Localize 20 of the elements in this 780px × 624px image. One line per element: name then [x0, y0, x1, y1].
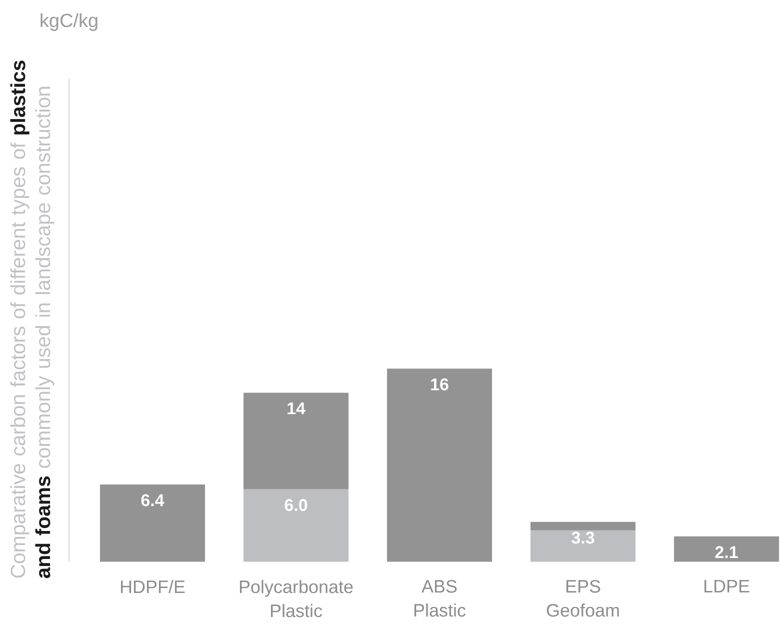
bar	[674, 536, 780, 562]
x-tick-label: LDPE	[704, 580, 750, 592]
total-label: 6.4	[141, 494, 164, 506]
total-label: 14	[288, 402, 306, 414]
x-tick-label: Polycarbonate Plastic	[240, 580, 353, 618]
data-label: 6.0	[284, 499, 308, 512]
bar	[244, 392, 349, 490]
x-tick-label: HDPF/E	[120, 580, 185, 594]
x-tick-label: EPS Geofoam	[546, 580, 619, 617]
y-axis-title: kgC/kg	[40, 13, 98, 31]
bar	[530, 522, 636, 530]
bar	[244, 489, 349, 562]
total-label: 16	[431, 378, 448, 390]
bar	[100, 484, 206, 562]
bar	[387, 368, 492, 562]
bar	[530, 530, 636, 562]
chart-title: Comparative carbon factors of different types of plastics and foams commonly used in landscape construction	[10, 60, 54, 578]
x-tick-label: ABS Plastic	[414, 580, 466, 617]
total-label: 3.3	[572, 532, 594, 544]
total-label: 2.1	[715, 546, 738, 558]
